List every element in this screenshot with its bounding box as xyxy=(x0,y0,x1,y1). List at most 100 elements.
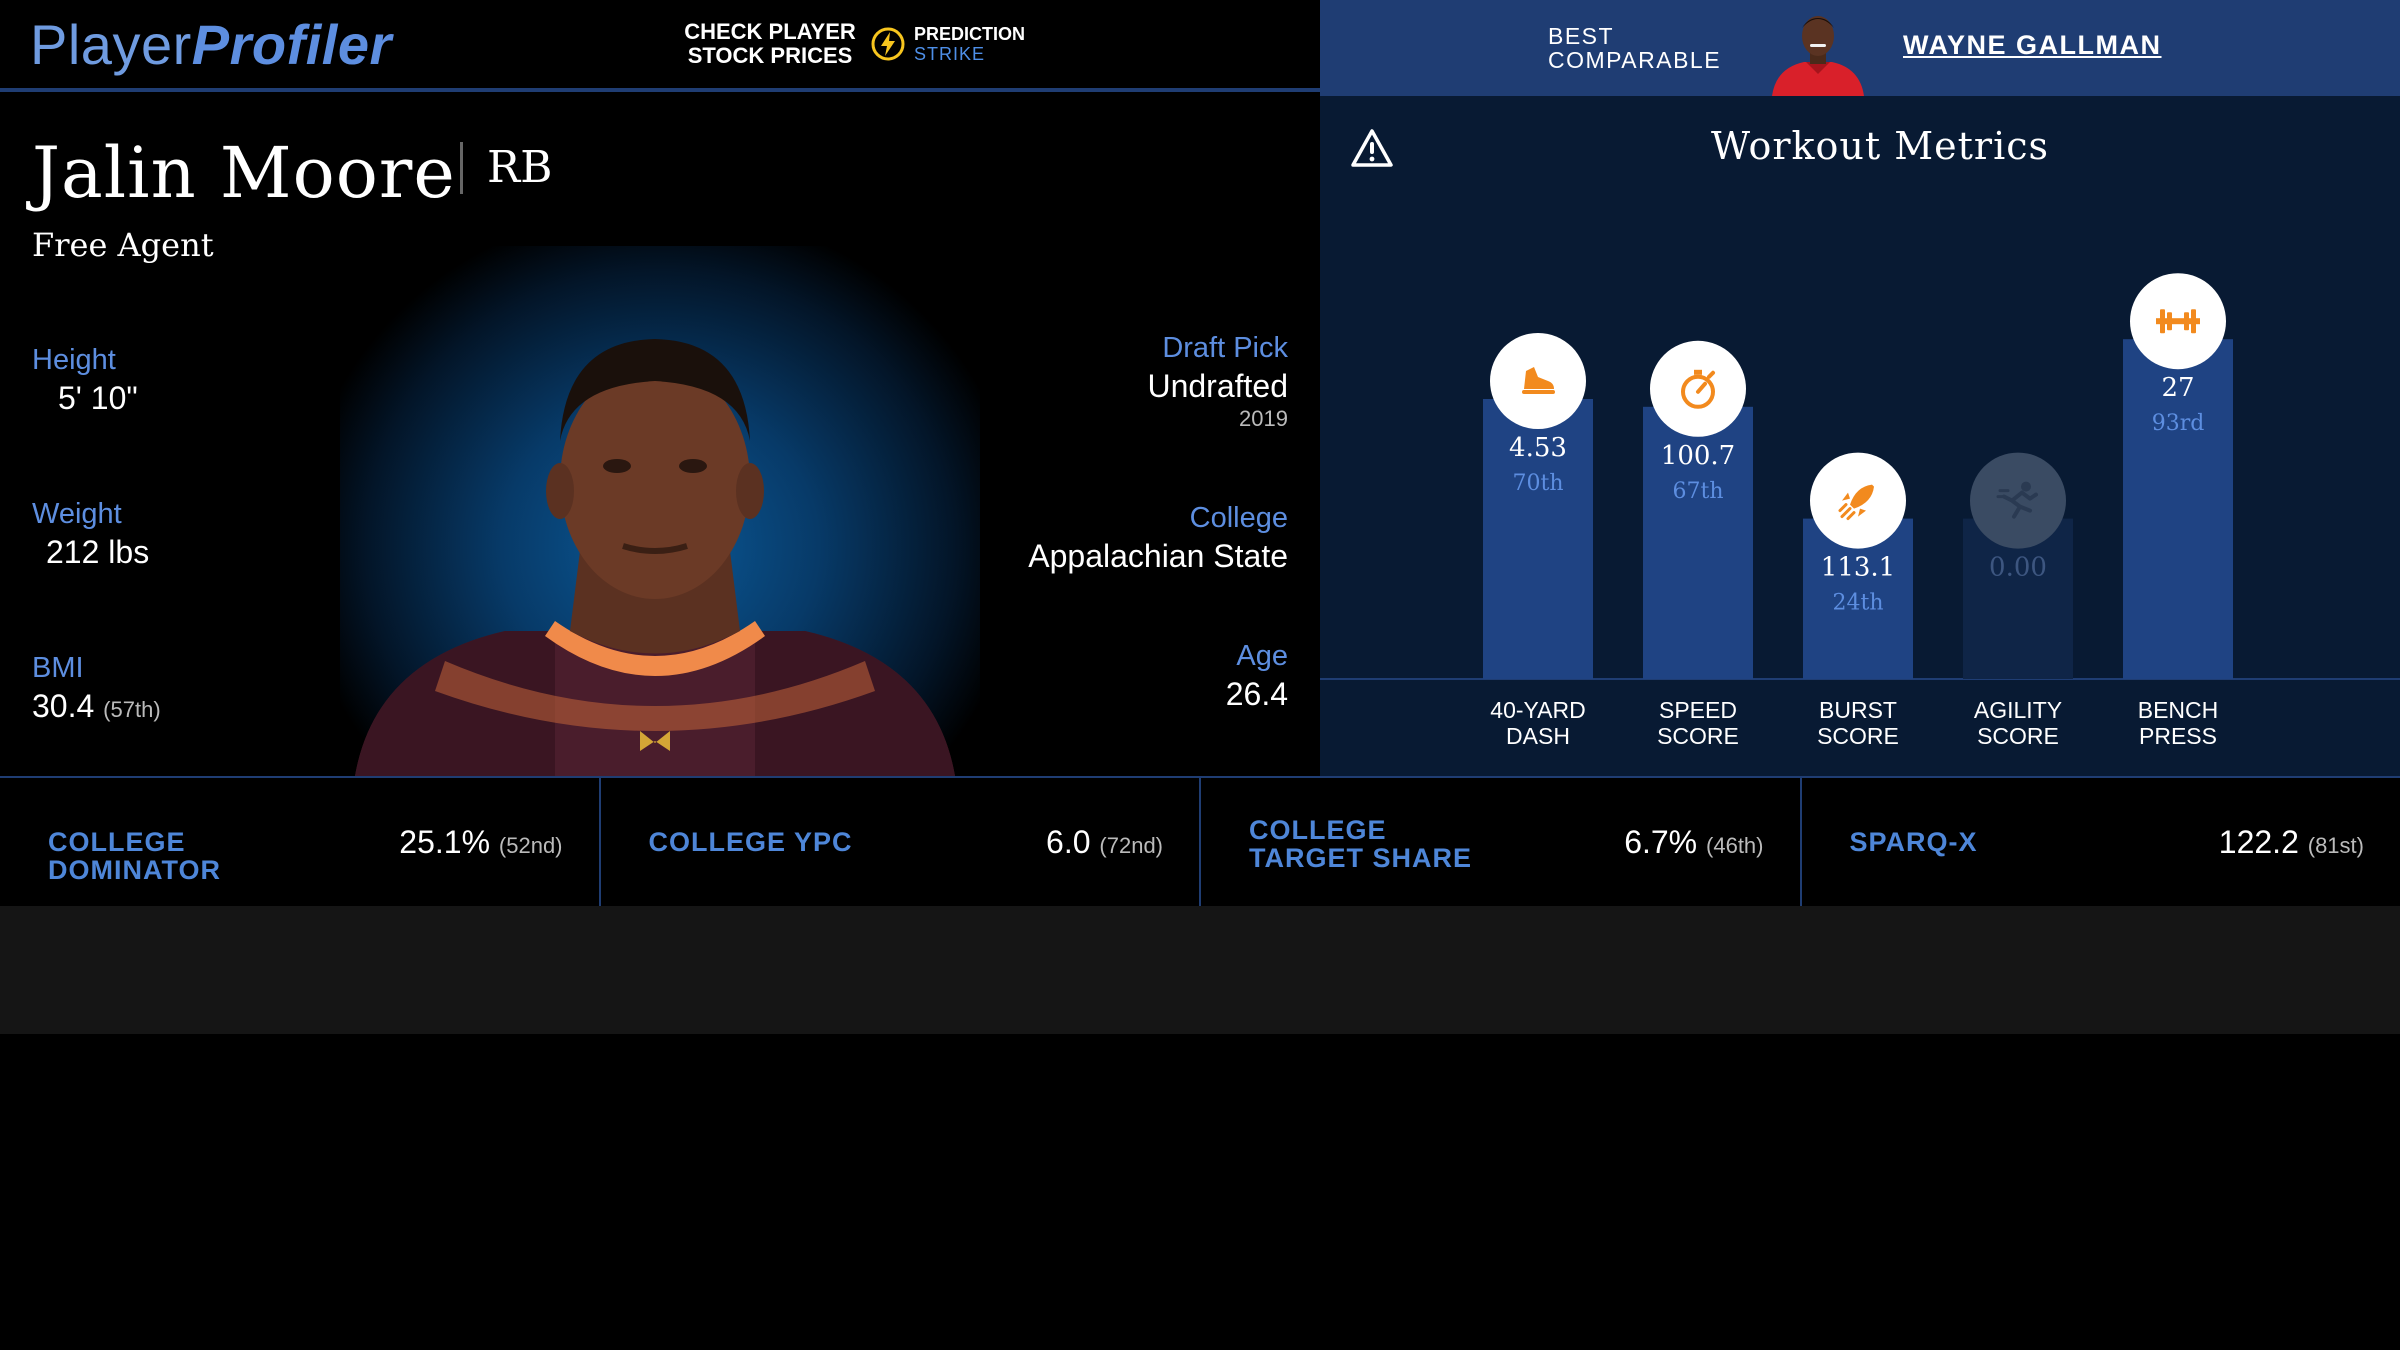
metric-label-line1-burst-score: BURST xyxy=(1819,697,1897,723)
player-profile-panel: Jalin Moore RB Free Agent Height 5' 10" … xyxy=(0,96,1320,776)
logo-player: Player xyxy=(30,13,192,76)
draft-value: Undrafted xyxy=(1147,368,1288,404)
bmi-stat: BMI 30.4 (57th) xyxy=(32,650,161,730)
college-target-share-rank: (46th) xyxy=(1706,833,1764,858)
metric-label-line1-bench-press: BENCH xyxy=(2138,697,2219,723)
college-ypc-label: COLLEGE YPC xyxy=(648,827,853,857)
workout-metrics-chart: 4.5370th40-YARDDASH100.767thSPEEDSCORE11… xyxy=(1320,273,2400,749)
stat-cell-sparq-x: SPARQ-X 122.2 (81st) xyxy=(1802,778,2400,906)
college-ypc-value-line: 6.0 (72nd) xyxy=(1046,824,1163,861)
college-stats-strip: COLLEGE DOMINATOR 25.1% (52nd) COLLEGE Y… xyxy=(0,776,2400,906)
metric-rank-bench-press: 93rd xyxy=(2152,411,2205,436)
metric-label-line1-agility-score: AGILITY xyxy=(1974,697,2062,723)
metric-rank-40-yard-dash: 70th xyxy=(1512,471,1563,496)
metric-label-line2-40-yard-dash: DASH xyxy=(1506,723,1570,749)
college-dominator-label: COLLEGE DOMINATOR xyxy=(48,827,221,885)
metric-value-40-yard-dash: 4.53 xyxy=(1509,433,1567,463)
college-value: Appalachian State xyxy=(1028,538,1288,574)
metric-rank-speed-score: 67th xyxy=(1672,479,1723,504)
promo-brand-name: PREDICTION xyxy=(914,24,1026,44)
metric-bar-40-yard-dash xyxy=(1483,399,1593,679)
logo-profiler: Profiler xyxy=(191,13,392,76)
player-position: RB xyxy=(487,142,553,193)
promo-brand: PREDICTION STRIKE xyxy=(914,24,1025,64)
rocket-icon xyxy=(1810,452,1906,549)
lightning-bolt-icon xyxy=(871,27,905,61)
age-value: 26.4 xyxy=(1225,676,1288,712)
promo-line-1: CHECK PLAYER xyxy=(684,19,856,44)
college-dominator-rank: (52nd) xyxy=(498,833,563,858)
running-shoe-icon xyxy=(1490,333,1586,429)
best-line-1: BEST xyxy=(1548,23,1615,49)
workout-metrics-title: Workout Metrics xyxy=(1710,124,2050,168)
metric-label-line2-bench-press: PRESS xyxy=(2139,723,2217,749)
stopwatch-icon xyxy=(1650,340,1746,437)
sparq-x-label: SPARQ-X xyxy=(1849,827,1978,857)
promo-brand-sub: STRIKE xyxy=(914,44,986,64)
prediction-strike-promo[interactable]: CHECK PLAYER STOCK PRICES PREDICTION STR… xyxy=(680,14,1025,74)
age-label: Age xyxy=(1236,640,1288,672)
footer-band xyxy=(0,906,2400,1034)
college-ypc-value: 6.0 xyxy=(1046,824,1091,860)
weight-label: Weight xyxy=(32,498,122,530)
college-dominator-value: 25.1% xyxy=(399,824,491,860)
player-photo xyxy=(355,339,955,776)
best-line-2: COMPARABLE xyxy=(1548,47,1722,73)
stat-cell-college-dominator: COLLEGE DOMINATOR 25.1% (52nd) xyxy=(0,778,601,906)
comparable-player-link[interactable]: WAYNE GALLMAN xyxy=(1903,30,2162,60)
height-stat: Height 5' 10" xyxy=(32,342,138,418)
draft-year: 2019 xyxy=(1239,406,1288,431)
weight-stat: Weight 212 lbs xyxy=(32,496,149,572)
metric-label-line1-speed-score: SPEED xyxy=(1659,697,1737,723)
bmi-rank: (57th) xyxy=(103,697,161,722)
draft-label: Draft Pick xyxy=(1162,332,1288,364)
player-name: Jalin Moore xyxy=(32,132,456,214)
college-label: College xyxy=(1189,502,1288,534)
college-dominator-value-line: 25.1% (52nd) xyxy=(399,824,562,861)
height-value: 5' 10" xyxy=(58,380,138,416)
metric-value-burst-score: 113.1 xyxy=(1821,553,1895,583)
comparable-player-photo[interactable] xyxy=(1766,10,1870,96)
metric-label-line2-agility-score: SCORE xyxy=(1977,723,2059,749)
college-target-share-value: 6.7% xyxy=(1624,824,1698,860)
player-team: Free Agent xyxy=(32,226,214,264)
metric-label-line2-speed-score: SCORE xyxy=(1657,723,1739,749)
sparq-x-rank: (81st) xyxy=(2307,833,2364,858)
metric-bar-speed-score xyxy=(1643,406,1753,679)
workout-metrics-panel: Workout Metrics 4.53 70th 40-YARD DASH 100.7… xyxy=(1320,96,2400,776)
height-label: Height xyxy=(32,344,116,376)
college-stat: College Appalachian State xyxy=(1028,500,1288,576)
bmi-label: BMI xyxy=(32,652,84,684)
site-logo[interactable]: PlayerProfiler xyxy=(30,12,392,78)
draft-stat: Draft Pick Undrafted 2019 xyxy=(1147,330,1288,432)
best-comparable-bar: BEST COMPARABLE WAYNE GALLMAN xyxy=(1320,0,2400,96)
stat-cell-college-ypc: COLLEGE YPC 6.0 (72nd) xyxy=(601,778,1201,906)
stat-cell-college-target-share: COLLEGE TARGET SHARE 6.7% (46th) xyxy=(1201,778,1802,906)
metric-rank-burst-score: 24th xyxy=(1832,591,1883,616)
bmi-value: 30.4 xyxy=(32,688,95,724)
metric-label-line1-40-yard-dash: 40-YARD xyxy=(1490,697,1585,723)
sparq-x-value-line: 122.2 (81st) xyxy=(2219,824,2364,861)
sparq-x-value: 122.2 xyxy=(2218,824,2299,860)
promo-line-2: STOCK PRICES xyxy=(687,43,853,68)
weight-value: 212 lbs xyxy=(46,534,150,570)
best-comparable-label: BEST COMPARABLE xyxy=(1548,24,1721,72)
promo-text: CHECK PLAYER STOCK PRICES xyxy=(680,20,860,68)
metric-label-line2-burst-score: SCORE xyxy=(1817,723,1899,749)
college-target-share-label: COLLEGE TARGET SHARE xyxy=(1249,815,1473,873)
metric-bar-bench-press xyxy=(2123,339,2233,679)
college-target-share-value-line: 6.7% (46th) xyxy=(1624,824,1763,861)
bmi-value-line: 30.4 (57th) xyxy=(32,686,161,730)
age-stat: Age 26.4 xyxy=(1226,638,1288,714)
warning-icon[interactable] xyxy=(1350,128,1394,168)
college-ypc-rank: (72nd) xyxy=(1099,833,1163,858)
dumbbell-icon xyxy=(2130,273,2226,370)
metric-value-agility-score: 0.00 xyxy=(1989,553,2047,583)
metric-value-speed-score: 100.7 xyxy=(1661,441,1735,471)
metric-value-bench-press: 27 xyxy=(2161,373,2194,403)
